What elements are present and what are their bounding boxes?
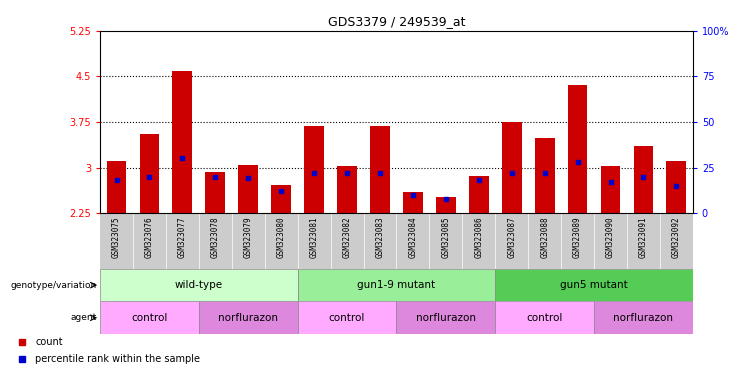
Bar: [298, 301, 396, 334]
Bar: [199, 301, 298, 334]
Text: GSM323082: GSM323082: [342, 216, 351, 258]
Text: control: control: [131, 313, 167, 323]
Text: GSM323092: GSM323092: [672, 216, 681, 258]
Bar: [594, 301, 693, 334]
Bar: [173, 71, 192, 213]
Text: agent: agent: [70, 313, 96, 322]
Text: GSM323087: GSM323087: [507, 216, 516, 258]
Bar: [205, 172, 225, 213]
Text: gun1-9 mutant: gun1-9 mutant: [357, 280, 436, 290]
Text: GSM323091: GSM323091: [639, 216, 648, 258]
Bar: [305, 126, 324, 213]
Text: GSM323085: GSM323085: [442, 216, 451, 258]
Bar: [107, 161, 127, 213]
Bar: [271, 185, 291, 213]
Text: GSM323090: GSM323090: [606, 216, 615, 258]
Bar: [666, 161, 686, 213]
Text: norflurazon: norflurazon: [219, 313, 278, 323]
Bar: [100, 301, 199, 334]
Bar: [634, 146, 654, 213]
Bar: [403, 192, 423, 213]
Bar: [396, 301, 495, 334]
Text: GSM323077: GSM323077: [178, 216, 187, 258]
Text: GSM323086: GSM323086: [474, 216, 483, 258]
Text: count: count: [36, 337, 63, 347]
Text: GSM323076: GSM323076: [145, 216, 154, 258]
Text: genotype/variation: genotype/variation: [10, 281, 96, 290]
Text: GSM323075: GSM323075: [112, 216, 121, 258]
Text: control: control: [526, 313, 563, 323]
Text: norflurazon: norflurazon: [614, 313, 674, 323]
Text: GSM323078: GSM323078: [210, 216, 220, 258]
Text: control: control: [329, 313, 365, 323]
Text: percentile rank within the sample: percentile rank within the sample: [36, 354, 200, 364]
Bar: [469, 176, 488, 213]
Bar: [337, 166, 357, 213]
Text: GSM323080: GSM323080: [276, 216, 286, 258]
Text: GSM323084: GSM323084: [408, 216, 417, 258]
Bar: [239, 165, 258, 213]
Bar: [370, 126, 390, 213]
Bar: [495, 269, 693, 301]
Text: GSM323089: GSM323089: [573, 216, 582, 258]
Bar: [502, 122, 522, 213]
Bar: [495, 301, 594, 334]
Bar: [139, 134, 159, 213]
Bar: [568, 86, 588, 213]
Title: GDS3379 / 249539_at: GDS3379 / 249539_at: [328, 15, 465, 28]
Bar: [436, 197, 456, 213]
Bar: [100, 269, 298, 301]
Text: wild-type: wild-type: [175, 280, 223, 290]
Text: GSM323088: GSM323088: [540, 216, 549, 258]
Text: GSM323079: GSM323079: [244, 216, 253, 258]
Bar: [601, 166, 620, 213]
Text: GSM323081: GSM323081: [310, 216, 319, 258]
Text: GSM323083: GSM323083: [376, 216, 385, 258]
Bar: [298, 269, 495, 301]
Text: gun5 mutant: gun5 mutant: [560, 280, 628, 290]
Bar: [535, 138, 554, 213]
Text: norflurazon: norflurazon: [416, 313, 476, 323]
